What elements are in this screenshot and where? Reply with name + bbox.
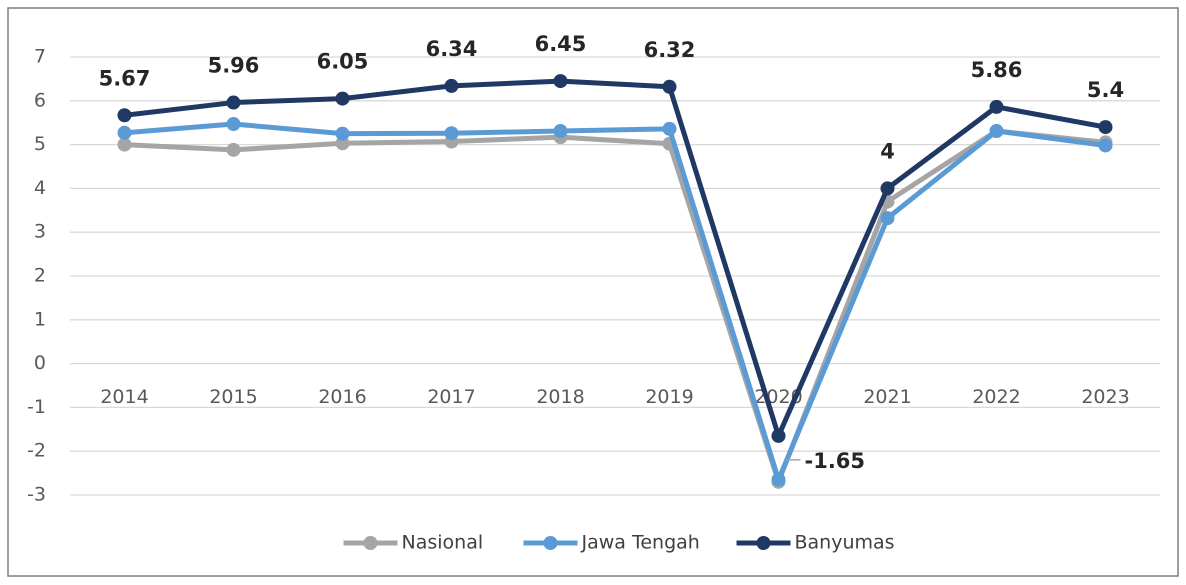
x-tick-label: 2015	[209, 386, 257, 408]
point	[662, 79, 677, 94]
x-tick-label: 2014	[100, 386, 148, 408]
y-tick-label: 3	[34, 221, 46, 243]
data-label: 5.67	[99, 66, 151, 90]
y-tick-label: 0	[34, 352, 46, 374]
point	[1098, 138, 1113, 153]
data-label: 6.34	[426, 37, 478, 61]
point	[117, 108, 132, 123]
point	[880, 211, 895, 226]
data-label: 6.05	[317, 50, 369, 74]
data-label: 4	[880, 139, 895, 163]
point	[226, 117, 241, 132]
data-label: 5.4	[1087, 78, 1124, 102]
point	[444, 126, 459, 141]
point	[989, 99, 1004, 114]
legend-label: Jawa Tengah	[581, 532, 700, 554]
point	[771, 472, 786, 487]
point	[1098, 120, 1113, 135]
point	[553, 74, 568, 89]
point	[662, 121, 677, 136]
x-tick-label: 2022	[972, 386, 1020, 408]
point	[335, 126, 350, 141]
y-tick-label: 5	[34, 133, 46, 155]
point	[335, 136, 350, 151]
legend-label: Nasional	[402, 532, 484, 554]
y-tick-label: 7	[34, 46, 46, 68]
y-tick-label: -3	[27, 484, 46, 506]
point	[117, 125, 132, 140]
point	[771, 428, 786, 443]
legend-marker	[363, 536, 378, 550]
y-tick-label: 6	[34, 89, 46, 111]
point	[226, 95, 241, 110]
legend-label: Banyumas	[795, 532, 895, 554]
x-tick-label: 2016	[318, 386, 366, 408]
point	[880, 181, 895, 196]
y-tick-label: 4	[34, 177, 46, 199]
data-label: -1.65	[805, 449, 866, 473]
series-line	[124, 78, 1106, 439]
data-label: 5.96	[208, 54, 260, 78]
y-tick-label: 1	[34, 308, 46, 330]
point	[553, 124, 568, 139]
point	[117, 137, 132, 152]
point	[989, 124, 1004, 139]
point	[444, 78, 459, 93]
y-tick-label: 2	[34, 265, 46, 287]
y-tick-label: -2	[27, 440, 46, 462]
data-label: 6.45	[535, 32, 587, 56]
data-label: 6.32	[644, 38, 696, 62]
x-tick-label: 2017	[427, 386, 475, 408]
legend-marker	[756, 536, 771, 550]
legend-marker	[543, 536, 558, 550]
point	[226, 142, 241, 157]
chart-frame	[7, 7, 1179, 577]
x-tick-label: 2019	[645, 386, 693, 408]
y-tick-label: -1	[27, 396, 46, 418]
series-line	[124, 128, 1106, 485]
x-tick-label: 2018	[536, 386, 584, 408]
x-tick-label: 2023	[1081, 386, 1129, 408]
point	[335, 91, 350, 106]
data-label: 5.86	[971, 58, 1023, 82]
x-tick-label: 2021	[863, 386, 911, 408]
series-line	[124, 121, 1106, 483]
